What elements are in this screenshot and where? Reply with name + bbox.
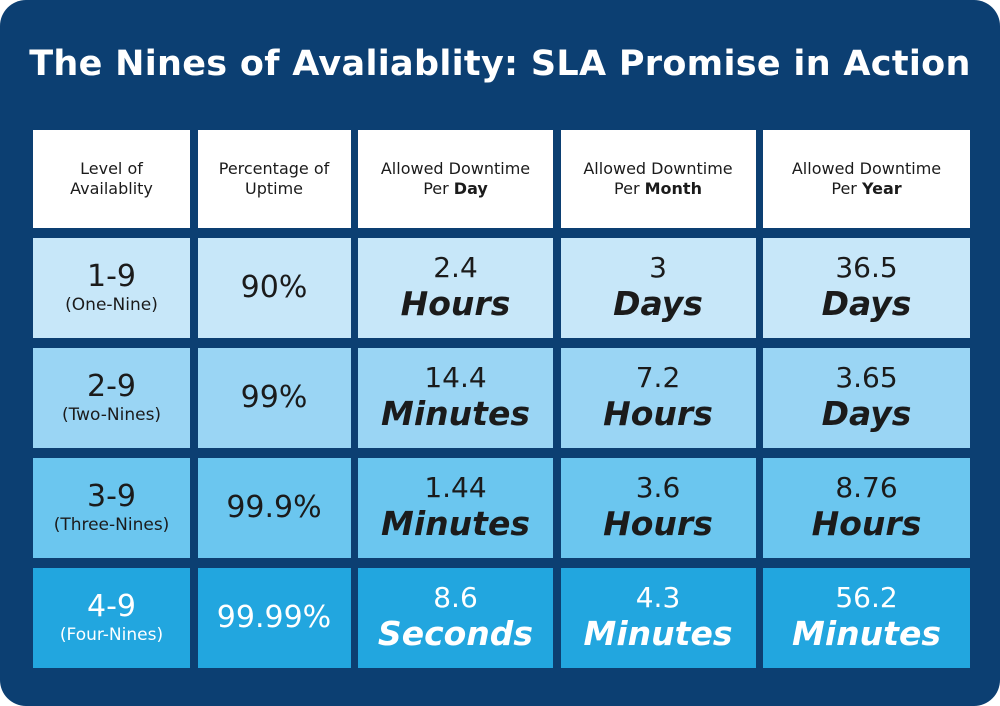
downtime-unit: Hours: [603, 503, 713, 543]
header-cell: Allowed Downtime Per Day: [358, 130, 553, 228]
downtime-value: 36.5: [835, 250, 898, 284]
downtime-value: 56.2: [835, 580, 898, 614]
uptime: 99.9%: [226, 490, 322, 526]
header-text: Allowed Downtime Per Day: [372, 159, 539, 199]
downtime-unit: Minutes: [381, 503, 530, 543]
level-name: (Four-Nines): [59, 625, 164, 646]
header-cell: Percentage of Uptime: [197, 130, 351, 228]
downtime-value: 1.44: [424, 470, 487, 504]
downtime-value: 2.4: [433, 250, 478, 284]
uptime: 99%: [240, 380, 308, 416]
downtime-cell: 3 Days: [560, 238, 756, 338]
uptime-cell: 90%: [197, 238, 351, 338]
downtime-cell: 7.2 Hours: [560, 348, 756, 448]
header-label: Percentage of Uptime: [218, 159, 330, 198]
downtime-value: 3: [649, 250, 667, 284]
header-emphasis: Year: [861, 179, 902, 198]
downtime-value: 4.3: [635, 580, 681, 614]
downtime-cell: 1.44 Minutes: [358, 458, 553, 558]
downtime-value: 8.6: [433, 580, 478, 614]
header-text: Allowed Downtime Per Month: [575, 159, 742, 199]
downtime-value: 14.4: [424, 360, 487, 394]
header-emphasis: Day: [453, 179, 488, 198]
uptime: 99.99%: [216, 600, 332, 636]
downtime-unit: Days: [821, 393, 912, 433]
level-name: (Two-Nines): [61, 405, 162, 426]
downtime-cell: 8.6 Seconds: [358, 568, 553, 668]
title: The Nines of Avaliablity: SLA Promise in…: [29, 44, 971, 84]
downtime-unit: Minutes: [792, 613, 941, 653]
header-label: Allowed Downtime Per: [583, 159, 733, 198]
downtime-cell: 2.4 Hours: [358, 238, 553, 338]
uptime-cell: 99.9%: [197, 458, 351, 558]
table: Level of Availablity Percentage of Uptime…: [33, 130, 970, 668]
downtime-value: 3.6: [635, 470, 681, 504]
downtime-cell: 14.4 Minutes: [358, 348, 553, 448]
header-label: Level of Availablity: [70, 159, 153, 198]
level-cell: 2-9 (Two-Nines): [33, 348, 190, 448]
downtime-cell: 4.3 Minutes: [560, 568, 756, 668]
downtime-cell: 3.6 Hours: [560, 458, 756, 558]
header-label: Allowed Downtime Per: [791, 159, 942, 198]
header-cell: Level of Availablity: [33, 130, 190, 228]
downtime-cell: 8.76 Hours: [763, 458, 970, 558]
uptime: 90%: [240, 270, 308, 306]
header-text: Level of Availablity: [47, 159, 176, 199]
header-text: Allowed Downtime Per Year: [777, 159, 956, 199]
level: 3-9: [87, 479, 136, 515]
downtime-value: 3.65: [835, 360, 898, 394]
uptime-cell: 99.99%: [197, 568, 351, 668]
downtime-unit: Hours: [603, 393, 713, 433]
level: 2-9: [87, 369, 136, 405]
level-name: (Three-Nines): [53, 515, 170, 536]
level: 1-9: [87, 259, 136, 295]
downtime-unit: Days: [613, 283, 703, 323]
downtime-unit: Minutes: [381, 393, 530, 433]
downtime-value: 8.76: [835, 470, 898, 504]
uptime-cell: 99%: [197, 348, 351, 448]
level-cell: 4-9 (Four-Nines): [33, 568, 190, 668]
downtime-cell: 56.2 Minutes: [763, 568, 970, 668]
header-label: Allowed Downtime Per: [380, 159, 531, 198]
downtime-unit: Minutes: [583, 613, 733, 653]
downtime-unit: Hours: [811, 503, 922, 543]
level-name: (One-Nine): [65, 295, 158, 316]
downtime-unit: Seconds: [377, 613, 534, 653]
downtime-unit: Hours: [400, 283, 511, 323]
header-text: Percentage of Uptime: [212, 159, 337, 199]
level-cell: 3-9 (Three-Nines): [33, 458, 190, 558]
downtime-value: 7.2: [635, 360, 681, 394]
header-cell: Allowed Downtime Per Year: [763, 130, 970, 228]
downtime-cell: 36.5 Days: [763, 238, 970, 338]
header-emphasis: Month: [644, 179, 702, 198]
level: 4-9: [87, 589, 136, 625]
downtime-cell: 3.65 Days: [763, 348, 970, 448]
downtime-unit: Days: [821, 283, 912, 323]
level-cell: 1-9 (One-Nine): [33, 238, 190, 338]
header-cell: Allowed Downtime Per Month: [560, 130, 756, 228]
